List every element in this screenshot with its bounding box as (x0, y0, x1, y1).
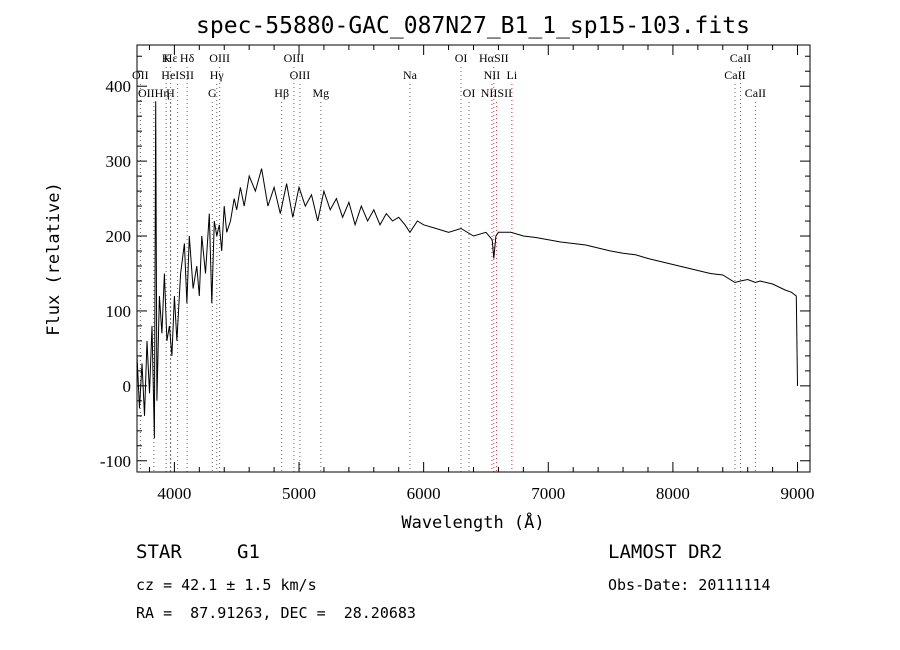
spectral-line-label: OIIHη (138, 86, 170, 100)
chart-title: spec-55880-GAC_087N27_B1_1_sp15-103.fits (196, 13, 750, 39)
spectral-line-label: CaII (730, 51, 751, 65)
spectral-line-label: K (162, 51, 171, 65)
x-tick-label: 9000 (781, 484, 815, 503)
spectral-line-label: Na (403, 68, 418, 82)
object-class: STAR (136, 541, 182, 563)
x-axis-ticks: 4000 5000 6000 7000 8000 9000 (148, 45, 815, 503)
observation-date: Obs-Date: 20111114 (608, 576, 771, 594)
y-axis-ticks: -100 0 100 200 300 400 (100, 55, 810, 471)
x-tick-label: 4000 (157, 484, 191, 503)
spectral-line-label: OI (463, 86, 476, 100)
spectral-line-label: OIII (284, 51, 305, 65)
redshift-cz: cz = 42.1 ± 1.5 km/s (136, 576, 317, 594)
spectral-line-label: CaII (745, 86, 766, 100)
spectral-line-label: Hγ (210, 68, 225, 82)
x-tick-label: 5000 (282, 484, 316, 503)
x-tick-label: 8000 (656, 484, 690, 503)
x-tick-label: 7000 (531, 484, 565, 503)
y-tick-label: 300 (106, 152, 132, 171)
spectral-line-label: OI (455, 51, 468, 65)
spectral-line-label: CaII (724, 68, 745, 82)
y-tick-label: 400 (106, 77, 132, 96)
coordinates: RA = 87.91263, DEC = 28.20683 (136, 604, 416, 622)
spectral-line-label: HeISII (161, 68, 194, 82)
spectral-line-label: G (208, 86, 217, 100)
spectrum-series-line (136, 101, 798, 439)
plot-frame (136, 44, 811, 473)
y-tick-label: 100 (106, 302, 132, 321)
survey-name: LAMOST DR2 (608, 541, 723, 563)
y-tick-label: 0 (123, 377, 132, 396)
y-tick-label: 200 (106, 227, 132, 246)
spectral-line-label: OIII (290, 68, 311, 82)
y-axis-label: Flux (relative) (44, 182, 64, 336)
spectral-line-label: Hδ (180, 51, 195, 65)
spectral-line-label: Hβ (274, 86, 289, 100)
y-tick-label: -100 (100, 452, 131, 471)
spectral-line-label: OII (132, 68, 149, 82)
spectral-line-label: Li (507, 68, 518, 82)
x-tick-label: 6000 (407, 484, 441, 503)
spectral-line-label: HαSII (479, 51, 509, 65)
spectral-line-label: OIII (209, 51, 230, 65)
x-axis-label: Wavelength (Å) (401, 511, 544, 533)
spectral-line-label: NII (484, 68, 501, 82)
spectral-line-label: Mg (312, 86, 329, 100)
object-subclass: G1 (237, 541, 260, 563)
spectral-line-label: NIISII (481, 86, 512, 100)
spectral-line-label: H (166, 86, 175, 100)
